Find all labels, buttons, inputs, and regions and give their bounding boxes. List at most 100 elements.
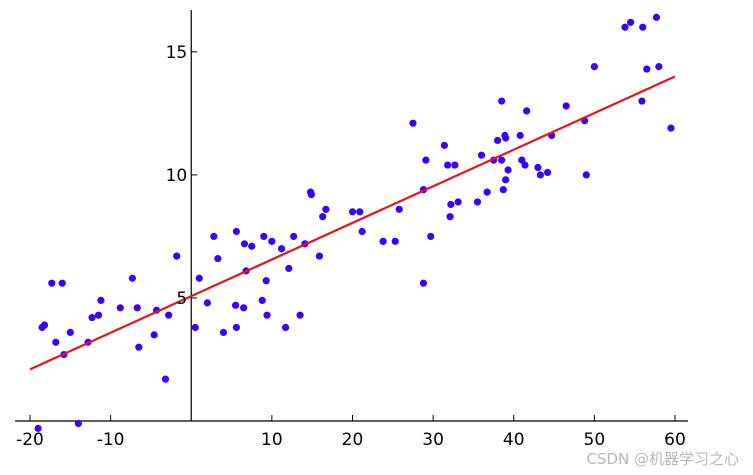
scatter-point [358, 227, 366, 236]
scatter-point [356, 208, 364, 216]
scatter-point [191, 323, 199, 332]
scatter-point [88, 314, 96, 322]
x-tick-label: 40 [503, 430, 525, 450]
scatter-point [582, 171, 590, 179]
scatter-point [74, 419, 82, 428]
scatter-point [536, 171, 544, 179]
scatter-point [419, 279, 428, 287]
scatter-point [263, 311, 271, 319]
scatter-point [446, 213, 454, 221]
scatter-point [34, 424, 42, 432]
axes [15, 10, 688, 422]
scatter-point [667, 124, 675, 132]
scatter-point [116, 304, 124, 312]
scatter-point [502, 176, 510, 184]
scatter-point [544, 168, 552, 177]
scatter-point [133, 304, 141, 312]
x-tick-label: 10 [261, 430, 283, 450]
scatter-point [52, 338, 60, 346]
scatter-point [307, 190, 315, 199]
scatter-point [638, 97, 646, 105]
scatter-point [195, 274, 203, 282]
scatter-point [48, 279, 56, 287]
scatter-point [504, 166, 512, 174]
regression-line [29, 75, 676, 371]
scatter-point [277, 245, 286, 253]
scatter-point [639, 23, 647, 31]
scatter-point [94, 311, 103, 319]
scatter-point [473, 198, 482, 206]
scatter-point [498, 97, 506, 105]
scatter-point [219, 328, 228, 337]
y-tick-label: 10 [166, 166, 188, 186]
y-tick-label: 15 [166, 43, 188, 63]
scatter-point [483, 188, 491, 196]
scatter-point [40, 321, 49, 329]
scatter-point [285, 264, 293, 273]
x-tick-label: -20 [16, 430, 44, 450]
scatter-point [258, 296, 266, 305]
scatter-point [391, 237, 399, 245]
scatter-point [296, 311, 304, 319]
scatter-point [502, 134, 510, 142]
scatter-point [268, 237, 276, 245]
scatter-point [322, 205, 330, 213]
scatter-point [440, 141, 449, 149]
regression-line-group [29, 75, 676, 371]
scatter-point [643, 65, 651, 73]
scatter-point [203, 299, 211, 307]
scatter-point [58, 279, 66, 287]
scatter-point [315, 252, 324, 260]
x-tick-label: 20 [342, 430, 364, 450]
scatter-point [444, 161, 452, 169]
scatter-point [621, 23, 629, 31]
scatter-point [477, 151, 486, 159]
scatter-point [590, 63, 598, 71]
scatter-point [534, 163, 542, 172]
scatter-point [655, 63, 663, 71]
scatter-point [319, 213, 327, 221]
watermark: CSDN @机器学习之心 [586, 450, 739, 468]
x-tick-label: 30 [422, 430, 444, 450]
scatter-point [165, 311, 173, 319]
scatter-point [422, 156, 430, 164]
scatter-point [516, 131, 524, 140]
scatter-point [447, 200, 455, 209]
scatter-point [427, 232, 435, 241]
scatter-point [240, 304, 248, 312]
scatter-point [652, 13, 661, 21]
scatter-point [290, 232, 298, 241]
scatter-point [128, 274, 136, 282]
scatter-point [262, 277, 270, 285]
scatter-point [97, 296, 105, 305]
scatter-point [232, 323, 240, 332]
scatter-point [498, 156, 506, 164]
scatter-point [409, 119, 417, 127]
scatter-point [451, 161, 459, 169]
scatter-point [499, 186, 507, 194]
scatter-point [248, 242, 256, 250]
tick-labels: -20 -10 10 20 30 40 50 60 5 10 15 [16, 43, 686, 450]
scatter-point [494, 136, 502, 145]
scatter-point [523, 107, 531, 115]
x-tick-label: -10 [97, 430, 125, 450]
scatter-point [627, 18, 635, 26]
x-tick-label: 50 [584, 430, 606, 450]
scatter-point [173, 252, 181, 260]
scatter-point [348, 208, 357, 216]
scatter-point [135, 343, 143, 351]
data-points [34, 13, 675, 432]
scatter-point [260, 232, 268, 241]
scatter-point [231, 301, 240, 309]
scatter-point [150, 331, 158, 339]
scatter-point [379, 237, 387, 245]
y-tick-label: 5 [176, 289, 187, 309]
scatter-point [454, 198, 462, 206]
scatter-point [281, 323, 290, 332]
scatter-point [240, 240, 249, 248]
scatter-point [66, 328, 74, 337]
scatter-point [210, 232, 218, 241]
scatter-point [562, 102, 570, 110]
scatter-point [232, 227, 240, 236]
